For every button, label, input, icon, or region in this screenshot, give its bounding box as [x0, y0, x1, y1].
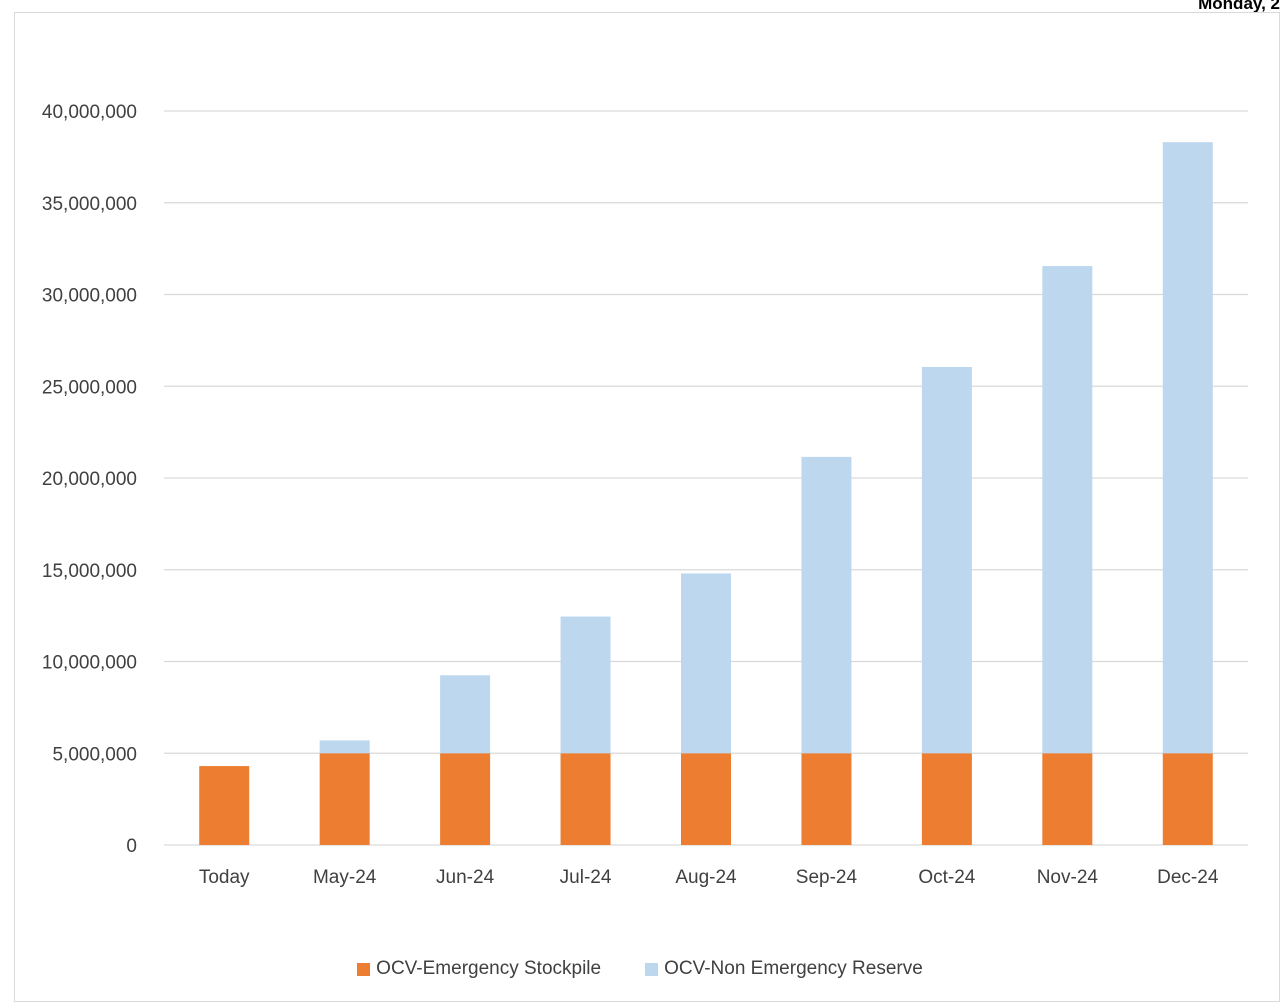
legend-item-non-emergency-reserve: OCV-Non Emergency Reserve	[645, 958, 923, 980]
bar-emergency-stockpile	[199, 766, 250, 845]
y-tick-label: 40,000,000	[42, 102, 137, 123]
x-axis-tick-labels: Today May-24 Jun-24 Jul-24 Aug-24 Sep-24 Oct-2…	[199, 867, 1219, 888]
x-tick-label: Oct-24	[918, 867, 975, 888]
y-tick-label: 20,000,000	[42, 469, 137, 490]
x-tick-label: Jun-24	[436, 867, 495, 888]
bar-non-emergency-reserve	[801, 456, 852, 754]
x-tick-label: Today	[199, 867, 250, 888]
y-tick-label: 30,000,000	[42, 286, 137, 307]
header-date: Monday, 2	[1198, 0, 1280, 13]
bar-emergency-stockpile	[560, 753, 611, 845]
bar-emergency-stockpile	[1042, 753, 1093, 845]
y-axis-tick-labels: 0 5,000,000 10,000,000 15,000,000 20,000,000…	[42, 102, 137, 857]
bar-emergency-stockpile	[319, 753, 370, 845]
x-tick-label: Aug-24	[675, 867, 737, 888]
bar-non-emergency-reserve	[1162, 142, 1213, 754]
bar-emergency-stockpile	[440, 753, 491, 845]
legend-swatch-non-emergency-reserve	[645, 962, 659, 976]
legend-item-emergency-stockpile: OCV-Emergency Stockpile	[357, 958, 601, 980]
x-tick-label: Dec-24	[1157, 867, 1219, 888]
legend-label-non-emergency-reserve: OCV-Non Emergency Reserve	[664, 958, 923, 979]
bar-emergency-stockpile	[801, 753, 852, 845]
y-tick-label: 10,000,000	[42, 653, 137, 674]
y-tick-label: 35,000,000	[42, 194, 137, 215]
bar-non-emergency-reserve	[319, 740, 370, 754]
bar-non-emergency-reserve	[560, 616, 611, 754]
x-tick-label: May-24	[313, 867, 377, 888]
x-tick-label: Sep-24	[796, 867, 858, 888]
legend: OCV-Emergency Stockpile OCV-Non Emergenc…	[0, 958, 1280, 980]
y-tick-label: 0	[126, 836, 137, 857]
legend-label-emergency-stockpile: OCV-Emergency Stockpile	[376, 958, 602, 979]
bar-emergency-stockpile	[1162, 753, 1213, 845]
y-tick-label: 5,000,000	[52, 744, 137, 765]
bars	[199, 142, 1213, 845]
y-tick-label: 15,000,000	[42, 561, 137, 582]
y-tick-label: 25,000,000	[42, 377, 137, 398]
x-tick-label: Jul-24	[560, 867, 612, 888]
x-tick-label: Nov-24	[1037, 867, 1099, 888]
bar-non-emergency-reserve	[1042, 266, 1093, 754]
bar-non-emergency-reserve	[681, 573, 731, 754]
bar-non-emergency-reserve	[440, 675, 491, 754]
legend-swatch-emergency-stockpile	[357, 962, 371, 976]
bar-emergency-stockpile	[681, 753, 731, 845]
bar-non-emergency-reserve	[921, 366, 972, 754]
bar-emergency-stockpile	[921, 753, 972, 845]
